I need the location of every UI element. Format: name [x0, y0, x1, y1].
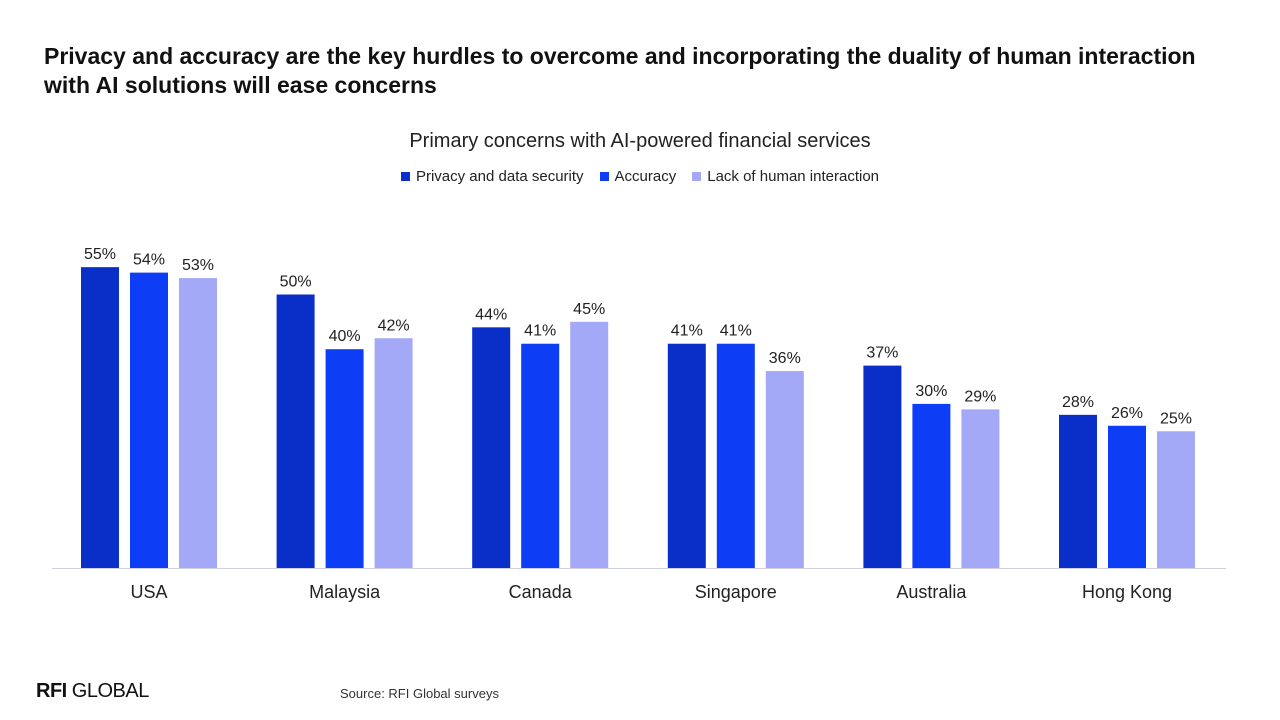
data-label-canada-privacy: 44%	[475, 306, 507, 323]
rfi-global-logo: RFI GLOBAL	[36, 680, 149, 703]
category-label-hong-kong: Hong Kong	[1082, 582, 1172, 602]
bar-singapore-human-interaction	[765, 371, 804, 568]
legend-label-human-interaction: Lack of human interaction	[707, 168, 880, 185]
data-label-usa-privacy: 55%	[84, 246, 116, 263]
legend-item-human-interaction: Lack of human interaction	[692, 168, 879, 185]
data-label-hong-kong-human-interaction: 25%	[1160, 410, 1192, 427]
category-label-canada: Canada	[509, 582, 573, 602]
data-label-australia-accuracy: 30%	[915, 383, 947, 400]
bar-malaysia-privacy	[276, 294, 315, 568]
bar-australia-privacy	[863, 365, 902, 568]
data-label-malaysia-human-interaction: 42%	[378, 317, 410, 334]
data-label-singapore-accuracy: 41%	[720, 323, 752, 340]
data-label-canada-accuracy: 41%	[524, 323, 556, 340]
data-label-hong-kong-accuracy: 26%	[1111, 405, 1143, 422]
category-label-malaysia: Malaysia	[309, 582, 381, 602]
bar-australia-accuracy	[912, 403, 951, 568]
category-label-singapore: Singapore	[695, 582, 777, 602]
bar-usa-accuracy	[130, 272, 168, 568]
bar-usa-privacy	[81, 267, 119, 568]
data-label-singapore-human-interaction: 36%	[769, 350, 801, 367]
data-label-usa-accuracy: 54%	[133, 252, 165, 269]
bar-hong-kong-privacy	[1059, 414, 1097, 568]
bar-canada-accuracy	[521, 343, 560, 568]
bar-hong-kong-human-interaction	[1157, 431, 1195, 568]
legend-swatch-privacy	[400, 172, 410, 181]
bar-malaysia-human-interaction	[374, 338, 413, 568]
bar-usa-human-interaction	[179, 278, 217, 568]
bar-singapore-accuracy	[716, 343, 755, 568]
legend-item-privacy: Privacy and data security	[400, 168, 584, 185]
source-note: Source: RFI Global surveys	[340, 686, 499, 701]
data-label-singapore-privacy: 41%	[671, 323, 703, 340]
legend-item-accuracy: Accuracy	[599, 168, 677, 185]
bar-canada-privacy	[472, 327, 511, 568]
legend-swatch-human-interaction	[692, 172, 702, 181]
category-label-australia: Australia	[896, 582, 967, 602]
logo-global: GLOBAL	[71, 680, 150, 702]
headline: Privacy and accuracy are the key hurdles…	[44, 43, 1196, 98]
data-label-hong-kong-privacy: 28%	[1062, 394, 1094, 411]
category-label-usa: USA	[130, 582, 167, 602]
bar-canada-human-interaction	[570, 321, 609, 568]
chart-title: Primary concerns with AI-powered financi…	[409, 130, 871, 152]
bar-australia-human-interaction	[961, 409, 1000, 568]
bar-malaysia-accuracy	[325, 349, 364, 568]
legend-label-accuracy: Accuracy	[614, 168, 677, 185]
bar-hong-kong-accuracy	[1108, 425, 1146, 568]
logo-rfi: RFI	[36, 680, 67, 702]
data-label-usa-human-interaction: 53%	[182, 257, 214, 274]
data-label-australia-privacy: 37%	[866, 345, 898, 362]
data-label-canada-human-interaction: 45%	[573, 301, 605, 318]
data-label-australia-human-interaction: 29%	[964, 388, 996, 405]
data-label-malaysia-accuracy: 40%	[329, 328, 361, 345]
legend-swatch-accuracy	[599, 172, 609, 181]
legend-label-privacy: Privacy and data security	[415, 168, 584, 185]
legend: Privacy and data security Accuracy Lack …	[0, 168, 1280, 185]
bar-singapore-privacy	[667, 343, 706, 568]
data-label-malaysia-privacy: 50%	[280, 274, 312, 291]
